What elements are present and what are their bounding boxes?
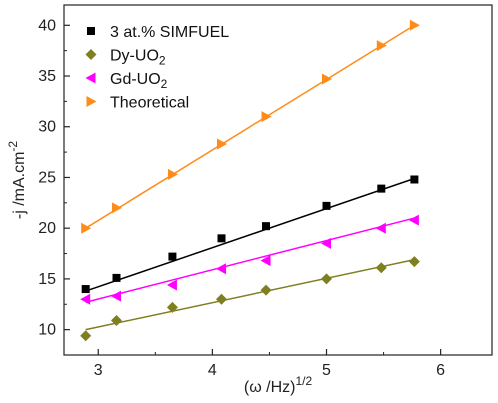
data-point — [217, 138, 228, 150]
legend-label-text: 3 at.% SIMFUEL — [110, 24, 229, 41]
data-point — [261, 111, 272, 123]
legend-label-text: Theoretical — [110, 95, 189, 112]
legend-label: Gd-UO2 — [110, 71, 168, 91]
y-tick-label: 10 — [38, 322, 56, 339]
y-tick-label: 15 — [38, 271, 56, 288]
data-points — [80, 19, 420, 342]
legend-label-sub: 2 — [161, 77, 168, 91]
data-point — [167, 168, 178, 180]
data-point — [375, 262, 387, 274]
data-point — [216, 263, 227, 275]
axis-ticks: 3 4 5 6 10 15 20 25 30 35 40 — [38, 17, 445, 379]
x-axis-label-sup: 1/2 — [295, 374, 312, 388]
data-point — [408, 214, 419, 226]
y-tick-label: 40 — [38, 17, 56, 34]
legend-marker — [85, 72, 96, 84]
data-point — [81, 222, 92, 234]
data-point — [321, 273, 333, 285]
fit-line — [85, 217, 415, 303]
y-tick-label: 35 — [38, 68, 56, 85]
data-point — [112, 202, 123, 214]
data-point — [80, 330, 92, 342]
legend-label-sub: 2 — [159, 54, 166, 68]
x-tick-label: 3 — [94, 362, 103, 379]
legend-marker — [85, 49, 97, 60]
data-point — [80, 293, 91, 305]
y-tick-label: 30 — [38, 119, 56, 136]
y-axis-label: -j /mA.cm-2 — [6, 141, 28, 220]
data-point — [410, 175, 419, 184]
fit-line — [85, 177, 415, 292]
data-point — [322, 73, 333, 85]
data-point — [375, 222, 386, 234]
data-point — [260, 255, 271, 267]
data-point — [112, 273, 121, 282]
fit-line — [85, 24, 415, 229]
y-tick-label: 25 — [38, 169, 56, 186]
y-tick-label: 20 — [38, 220, 56, 237]
data-point — [377, 184, 386, 193]
data-point — [322, 201, 331, 210]
data-point — [376, 40, 387, 52]
data-point — [166, 279, 177, 291]
legend-label-text: Gd-UO — [110, 71, 161, 88]
data-point — [409, 19, 420, 31]
data-point — [166, 301, 178, 313]
legend-label: Dy-UO2 — [110, 48, 166, 68]
data-point — [217, 234, 226, 243]
data-point — [262, 222, 271, 231]
legend-marker — [87, 27, 95, 35]
x-tick-label: 4 — [208, 362, 217, 379]
data-point — [216, 293, 228, 305]
plot-frame — [63, 4, 493, 356]
x-axis-label-text: (ω /Hz) — [244, 379, 296, 396]
data-point — [321, 237, 332, 249]
y-axis-label-text: -j /mA.cm — [11, 152, 28, 220]
fit-lines — [85, 24, 415, 331]
data-point — [111, 290, 122, 302]
legend-label: 3 at.% SIMFUEL — [110, 24, 229, 41]
y-axis-label-sup: -2 — [6, 141, 20, 152]
data-point — [408, 256, 420, 268]
data-point — [168, 252, 177, 261]
data-point — [260, 284, 272, 296]
x-axis-label: (ω /Hz)1/2 — [244, 374, 313, 396]
data-point — [81, 285, 90, 294]
legend-marker — [86, 96, 97, 107]
x-tick-label: 6 — [436, 362, 445, 379]
data-point — [111, 315, 123, 327]
x-tick-label: 5 — [322, 362, 331, 379]
legend-label-text: Dy-UO — [110, 48, 159, 65]
legend-label: Theoretical — [110, 95, 189, 112]
fit-line — [85, 258, 415, 331]
